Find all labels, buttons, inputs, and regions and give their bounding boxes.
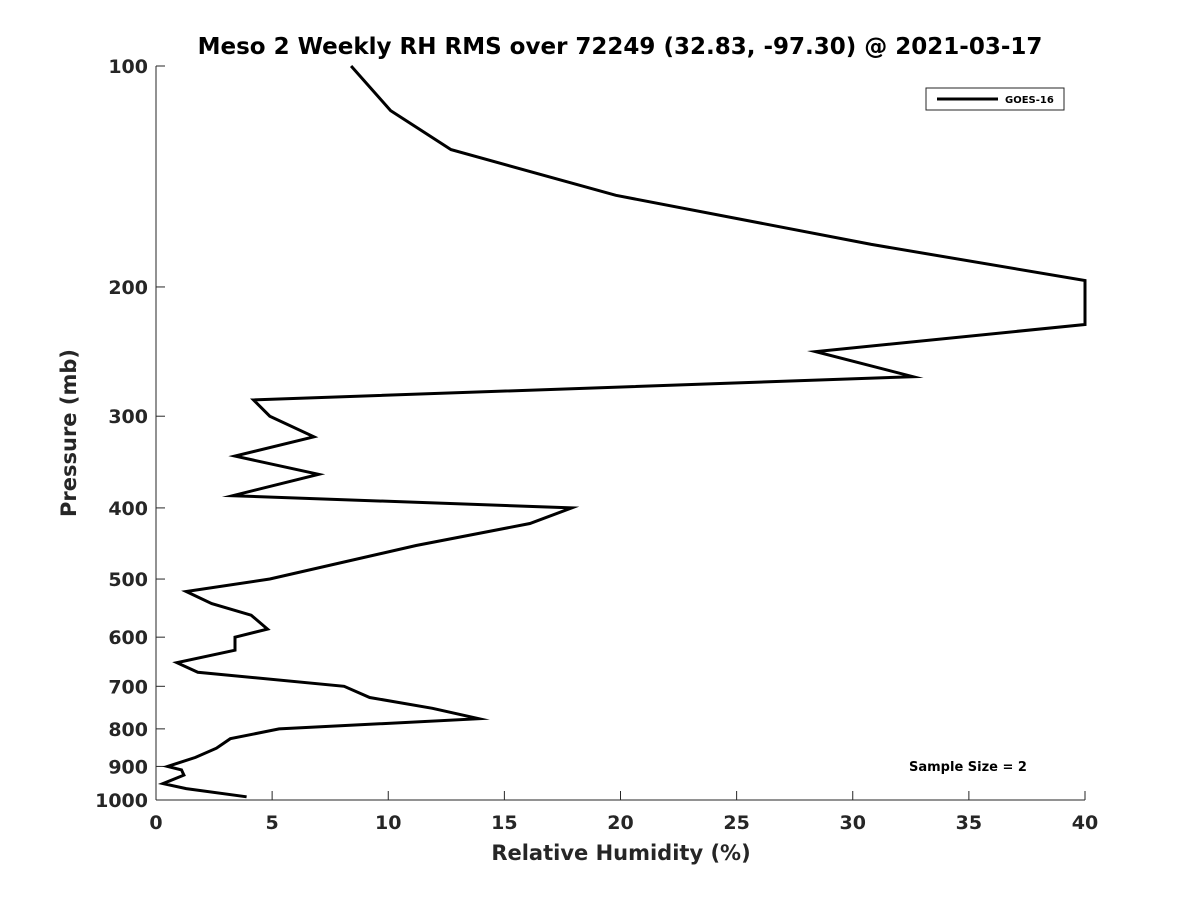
y-tick-label: 700 (108, 676, 148, 698)
y-axis-label: Pressure (mb) (57, 349, 81, 517)
legend-label-goes-16: GOES-16 (1005, 95, 1054, 106)
y-tick-label: 200 (108, 277, 148, 299)
x-ticks: 0 5 10 15 20 25 30 35 40 (149, 791, 1098, 834)
x-tick-label: 0 (149, 812, 162, 834)
x-tick-label: 35 (956, 812, 982, 834)
y-ticks: 100 200 300 400 500 600 700 800 900 1000 (95, 56, 165, 812)
x-tick-label: 20 (607, 812, 633, 834)
y-tick-label: 500 (108, 569, 148, 591)
series-layer (157, 65, 1087, 799)
sample-size-annotation: Sample Size = 2 (909, 760, 1027, 775)
y-tick-label: 1000 (95, 790, 148, 812)
plot-area: 0 5 10 15 20 25 30 35 40 100 200 300 400 500 600 700 80… (95, 56, 1098, 834)
x-tick-label: 30 (840, 812, 866, 834)
x-tick-label: 40 (1072, 812, 1098, 834)
x-axis-label: Relative Humidity (%) (491, 841, 750, 865)
chart-title: Meso 2 Weekly RH RMS over 72249 (32.83, … (198, 34, 1043, 60)
x-tick-label: 5 (266, 812, 279, 834)
y-tick-label: 600 (108, 627, 148, 649)
y-tick-label: 800 (108, 719, 148, 741)
x-tick-label: 10 (375, 812, 401, 834)
y-tick-label: 300 (108, 406, 148, 428)
x-tick-label: 25 (723, 812, 749, 834)
y-tick-label: 100 (108, 56, 148, 78)
y-tick-label: 400 (108, 498, 148, 520)
legend: GOES-16 (925, 87, 1065, 111)
x-tick-label: 15 (491, 812, 517, 834)
y-tick-label: 900 (108, 756, 148, 778)
